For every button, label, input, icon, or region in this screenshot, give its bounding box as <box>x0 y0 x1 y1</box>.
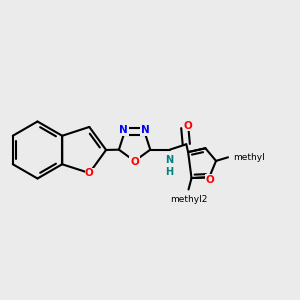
Text: N: N <box>119 125 128 135</box>
Text: N: N <box>141 125 150 135</box>
Text: methyl2: methyl2 <box>170 195 207 204</box>
Text: O: O <box>130 157 139 167</box>
Text: O: O <box>85 168 94 178</box>
Text: methyl: methyl <box>233 153 265 162</box>
Text: N
H: N H <box>165 155 173 177</box>
Text: O: O <box>206 175 214 185</box>
Text: O: O <box>183 121 192 131</box>
